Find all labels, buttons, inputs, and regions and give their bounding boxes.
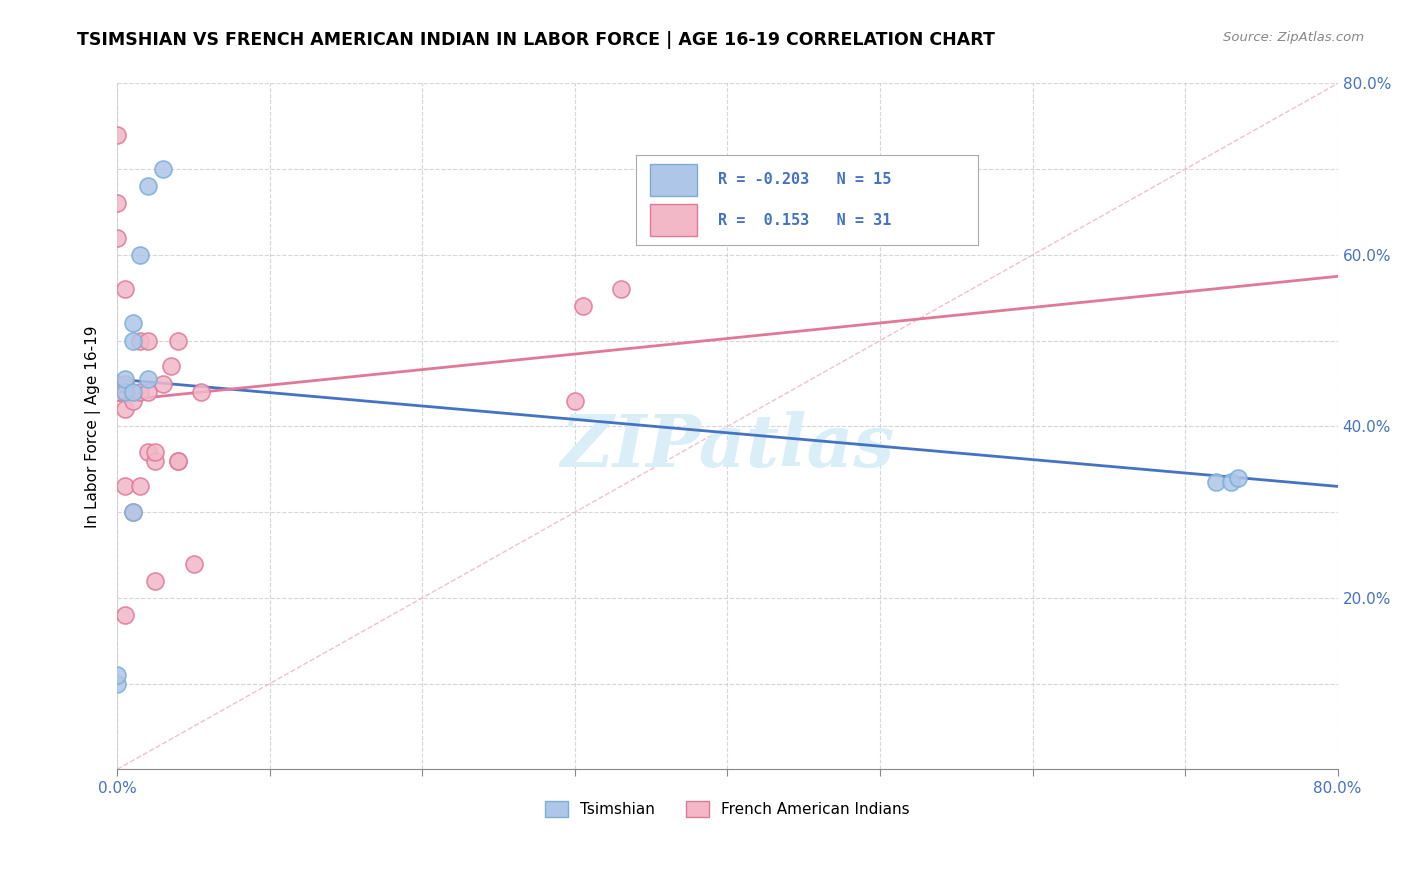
Point [105, 385, 128, 400]
Point [114, 479, 136, 493]
Point [129, 385, 152, 400]
Legend: Tsimshian, French American Indians: Tsimshian, French American Indians [538, 795, 915, 823]
Point [145, 445, 167, 459]
Point [121, 505, 143, 519]
Point [152, 162, 174, 177]
Point [136, 179, 159, 194]
Point [167, 453, 190, 467]
Point [159, 359, 181, 374]
Text: ZIPatlas: ZIPatlas [561, 411, 894, 483]
Point [129, 248, 152, 262]
Point [183, 557, 205, 571]
Point [105, 376, 128, 391]
Point [114, 402, 136, 417]
Point [114, 372, 136, 386]
Point [121, 385, 143, 400]
Point [129, 334, 152, 348]
Point [571, 299, 593, 313]
Point [190, 385, 212, 400]
Point [1227, 471, 1250, 485]
Point [105, 231, 128, 245]
Point [152, 376, 174, 391]
Point [114, 282, 136, 296]
Point [105, 676, 128, 690]
Point [1205, 475, 1227, 489]
Point [136, 372, 159, 386]
Point [167, 334, 190, 348]
Point [105, 128, 128, 142]
Point [145, 453, 167, 467]
Text: TSIMSHIAN VS FRENCH AMERICAN INDIAN IN LABOR FORCE | AGE 16-19 CORRELATION CHART: TSIMSHIAN VS FRENCH AMERICAN INDIAN IN L… [77, 31, 995, 49]
Y-axis label: In Labor Force | Age 16-19: In Labor Force | Age 16-19 [86, 325, 101, 528]
Point [145, 574, 167, 588]
Text: Source: ZipAtlas.com: Source: ZipAtlas.com [1223, 31, 1364, 45]
Point [105, 668, 128, 682]
Point [121, 317, 143, 331]
Point [167, 453, 190, 467]
Point [114, 607, 136, 622]
Point [129, 479, 152, 493]
Point [114, 376, 136, 391]
Point [105, 196, 128, 211]
Point [609, 282, 631, 296]
Point [121, 393, 143, 408]
Point [136, 445, 159, 459]
Point [564, 393, 586, 408]
Point [136, 334, 159, 348]
Point [136, 385, 159, 400]
Point [121, 505, 143, 519]
Point [1219, 475, 1241, 489]
Point [121, 334, 143, 348]
Point [114, 385, 136, 400]
